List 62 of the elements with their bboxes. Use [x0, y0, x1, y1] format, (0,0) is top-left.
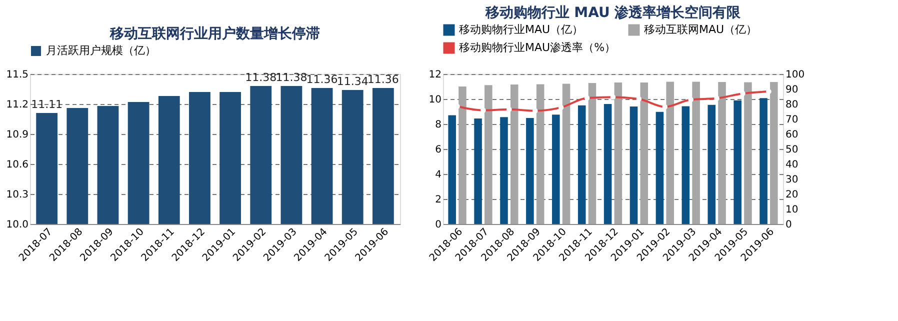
y-tick-label: 11.2 [6, 100, 28, 110]
y-tick-label: 10.0 [6, 220, 28, 230]
bar [760, 98, 768, 224]
y2-tick-label: 100 [786, 70, 805, 80]
data-label: 11.34 [336, 75, 368, 88]
y2-tick-label: 20 [786, 190, 798, 200]
bar [682, 106, 690, 224]
bar [500, 117, 508, 224]
data-label: 11.36 [306, 73, 338, 86]
y-tick-label: 10.6 [6, 160, 28, 170]
data-label: 11.38 [276, 71, 308, 84]
y-tick-label: 11.5 [6, 70, 28, 80]
y2-tick-label: 10 [786, 204, 798, 216]
bar [666, 82, 674, 224]
bar [474, 118, 482, 224]
bar [708, 104, 716, 224]
bar [552, 114, 560, 224]
y-tick-label: 10 [428, 94, 442, 106]
bar [458, 86, 466, 224]
bar [448, 115, 456, 224]
y2-tick-label: 80 [786, 100, 798, 110]
legend-label: 移动互联网MAU（亿） [644, 23, 758, 36]
y-tick-label: 10.9 [6, 130, 28, 140]
y-tick-label: 0 [435, 220, 442, 230]
y-tick-label: 10.3 [6, 190, 28, 200]
chart-title: 移动互联网行业用户数量增长停滞 [109, 25, 320, 42]
bar [614, 82, 622, 224]
chart-title: 移动购物行业 MAU 渗透率增长空间有限 [484, 4, 742, 21]
bar [692, 82, 700, 224]
legend-label: 月活跃用户规模（亿） [46, 44, 156, 57]
bar [510, 84, 518, 224]
bar [526, 118, 534, 224]
bar [578, 105, 586, 224]
bar [770, 82, 778, 224]
y2-tick-label: 60 [786, 130, 798, 140]
bar [484, 85, 492, 224]
y-tick-label: 2 [435, 194, 442, 206]
legend-label: 移动购物行业MAU（亿） [459, 23, 584, 36]
bar [656, 112, 664, 224]
bar [604, 104, 612, 224]
bar [734, 100, 742, 224]
y-tick-label: 12 [428, 70, 442, 80]
y-tick-label: 8 [435, 120, 442, 130]
bar [536, 84, 544, 224]
y2-tick-label: 70 [786, 114, 798, 126]
bar [640, 82, 648, 224]
bar [562, 84, 570, 224]
legend-label: 移动购物行业MAU渗透率（%） [459, 41, 616, 54]
bar [718, 82, 726, 224]
data-label: 11.36 [367, 73, 399, 86]
y-tick-label: 4 [435, 170, 442, 180]
y-tick-label: 6 [435, 144, 442, 156]
y2-tick-label: 0 [786, 220, 792, 230]
bar [588, 83, 596, 224]
bar [744, 82, 752, 224]
bar [630, 106, 638, 224]
data-label: 11.11 [31, 98, 63, 111]
y2-tick-label: 30 [786, 174, 798, 186]
y2-tick-label: 50 [786, 144, 798, 156]
data-label: 11.38 [245, 71, 277, 84]
y2-tick-label: 90 [786, 84, 798, 96]
y2-tick-label: 40 [786, 160, 798, 170]
